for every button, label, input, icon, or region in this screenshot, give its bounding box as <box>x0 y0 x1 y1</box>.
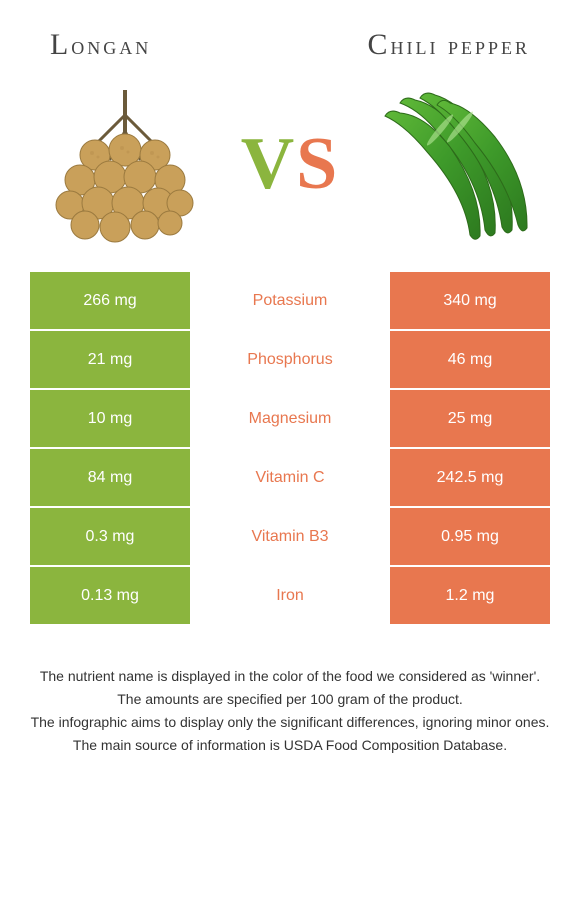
comparison-table: 266 mgPotassium340 mg21 mgPhosphorus46 m… <box>0 272 580 624</box>
table-row: 266 mgPotassium340 mg <box>30 272 550 329</box>
right-value: 46 mg <box>390 331 550 388</box>
table-row: 0.13 mgIron1.2 mg <box>30 567 550 624</box>
right-value: 1.2 mg <box>390 567 550 624</box>
vs-v: V <box>241 122 296 207</box>
right-value: 242.5 mg <box>390 449 550 506</box>
nutrient-label: Magnesium <box>190 390 390 447</box>
nutrient-label: Potassium <box>190 272 390 329</box>
table-row: 84 mgVitamin C242.5 mg <box>30 449 550 506</box>
table-row: 0.3 mgVitamin B30.95 mg <box>30 508 550 565</box>
table-row: 10 mgMagnesium25 mg <box>30 390 550 447</box>
nutrient-label: Iron <box>190 567 390 624</box>
left-value: 266 mg <box>30 272 190 329</box>
right-value: 25 mg <box>390 390 550 447</box>
footnote-line: The main source of information is USDA F… <box>30 735 550 756</box>
nutrient-label: Vitamin C <box>190 449 390 506</box>
footnote-line: The nutrient name is displayed in the co… <box>30 666 550 687</box>
nutrient-label: Vitamin B3 <box>190 508 390 565</box>
left-value: 84 mg <box>30 449 190 506</box>
right-value: 340 mg <box>390 272 550 329</box>
left-food-title: Longan <box>50 28 151 62</box>
vs-s: S <box>296 122 339 207</box>
left-value: 10 mg <box>30 390 190 447</box>
left-value: 21 mg <box>30 331 190 388</box>
images-row: VS <box>0 72 580 272</box>
left-value: 0.3 mg <box>30 508 190 565</box>
right-food-title: Chili Pepper <box>368 28 530 62</box>
header: Longan Chili Pepper <box>0 0 580 72</box>
chili-pepper-image <box>370 85 540 245</box>
footnote-line: The amounts are specified per 100 gram o… <box>30 689 550 710</box>
longan-image <box>40 85 210 245</box>
vs-label: VS <box>241 122 340 207</box>
left-value: 0.13 mg <box>30 567 190 624</box>
right-value: 0.95 mg <box>390 508 550 565</box>
nutrient-label: Phosphorus <box>190 331 390 388</box>
footnote-line: The infographic aims to display only the… <box>30 712 550 733</box>
table-row: 21 mgPhosphorus46 mg <box>30 331 550 388</box>
footnotes: The nutrient name is displayed in the co… <box>0 626 580 756</box>
